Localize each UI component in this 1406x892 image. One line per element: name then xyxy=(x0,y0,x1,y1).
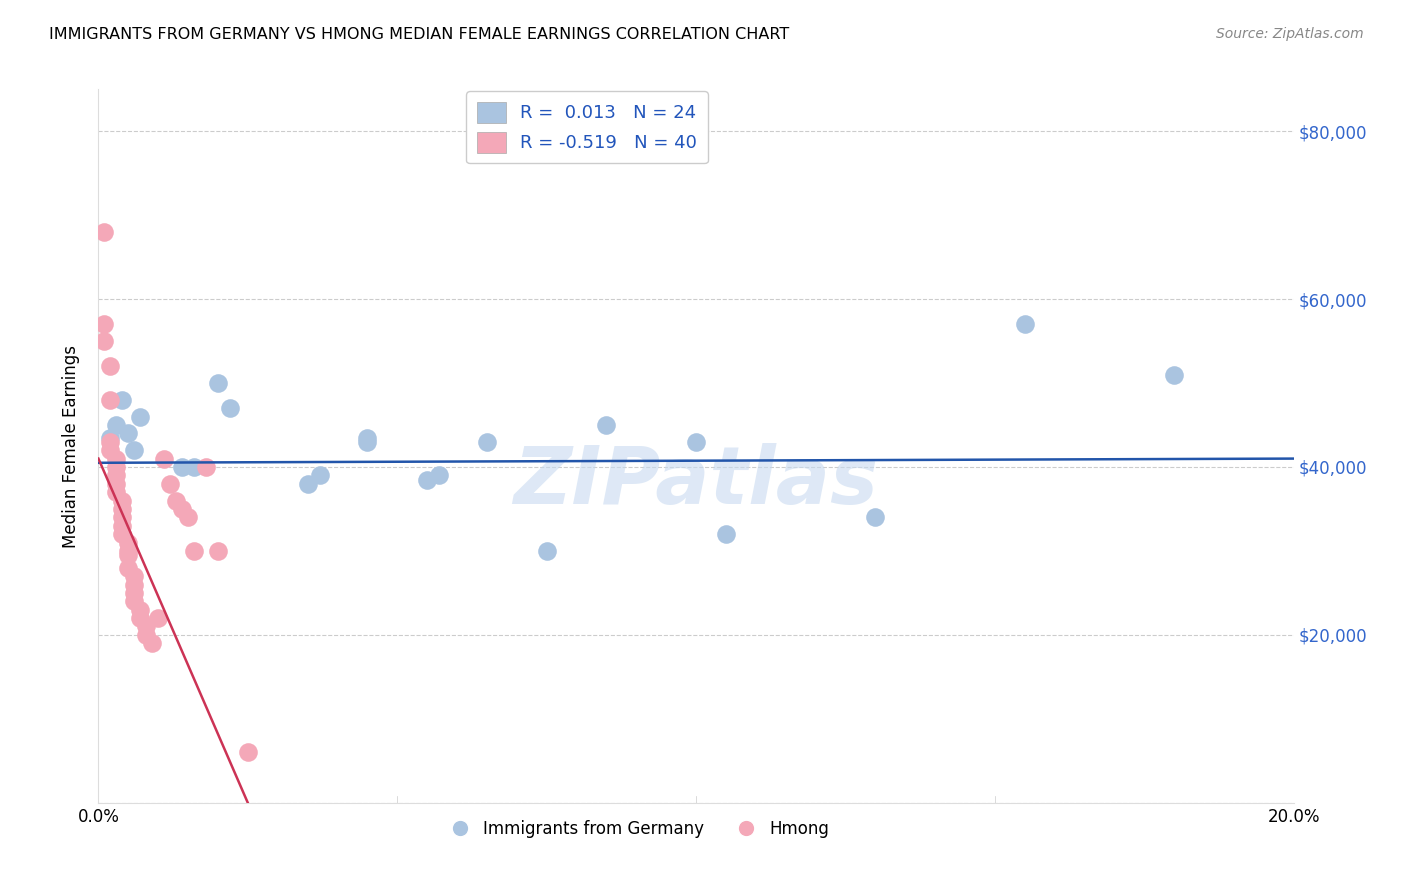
Point xyxy=(105,485,128,500)
Point xyxy=(183,544,205,558)
Point xyxy=(117,426,139,441)
Point xyxy=(416,473,439,487)
Point xyxy=(111,502,134,516)
Point xyxy=(98,392,122,407)
Point xyxy=(129,611,152,625)
Point xyxy=(153,451,176,466)
Point xyxy=(98,443,122,458)
Point xyxy=(124,443,146,458)
Point xyxy=(183,460,205,475)
Point xyxy=(427,468,450,483)
Point xyxy=(117,548,139,562)
Point xyxy=(219,401,242,416)
Point xyxy=(105,417,128,432)
Point xyxy=(195,460,218,475)
Point xyxy=(148,611,170,625)
Y-axis label: Median Female Earnings: Median Female Earnings xyxy=(62,344,80,548)
Point xyxy=(714,527,737,541)
Text: IMMIGRANTS FROM GERMANY VS HMONG MEDIAN FEMALE EARNINGS CORRELATION CHART: IMMIGRANTS FROM GERMANY VS HMONG MEDIAN … xyxy=(49,27,789,42)
Point xyxy=(595,417,617,432)
Point xyxy=(536,544,558,558)
Text: Source: ZipAtlas.com: Source: ZipAtlas.com xyxy=(1216,27,1364,41)
Point xyxy=(93,318,115,332)
Point xyxy=(124,586,146,600)
Point xyxy=(98,431,122,445)
Point xyxy=(685,434,707,449)
Legend: Immigrants from Germany, Hmong: Immigrants from Germany, Hmong xyxy=(437,814,835,845)
Point xyxy=(207,544,229,558)
Point xyxy=(356,434,378,449)
Point xyxy=(475,434,498,449)
Point xyxy=(865,510,887,524)
Point xyxy=(141,636,163,650)
Point xyxy=(1014,318,1036,332)
Point xyxy=(117,535,139,549)
Point xyxy=(236,746,259,760)
Point xyxy=(98,434,122,449)
Point xyxy=(1163,368,1185,382)
Point xyxy=(93,225,115,239)
Point xyxy=(159,476,181,491)
Text: ZIPatlas: ZIPatlas xyxy=(513,442,879,521)
Point xyxy=(105,468,128,483)
Point xyxy=(129,603,152,617)
Point xyxy=(124,594,146,608)
Point xyxy=(111,527,134,541)
Point xyxy=(117,560,139,574)
Point xyxy=(129,409,152,424)
Point xyxy=(172,460,194,475)
Point xyxy=(172,502,194,516)
Point xyxy=(177,510,200,524)
Point xyxy=(117,544,139,558)
Point xyxy=(308,468,330,483)
Point xyxy=(135,628,157,642)
Point xyxy=(111,493,134,508)
Point xyxy=(111,518,134,533)
Point xyxy=(105,451,128,466)
Point xyxy=(105,476,128,491)
Point xyxy=(165,493,187,508)
Point xyxy=(98,359,122,374)
Point xyxy=(207,376,229,390)
Point xyxy=(93,334,115,348)
Point xyxy=(135,619,157,633)
Point xyxy=(356,431,378,445)
Point xyxy=(124,569,146,583)
Point xyxy=(111,510,134,524)
Point xyxy=(111,392,134,407)
Point xyxy=(124,577,146,591)
Point xyxy=(105,460,128,475)
Point xyxy=(297,476,319,491)
